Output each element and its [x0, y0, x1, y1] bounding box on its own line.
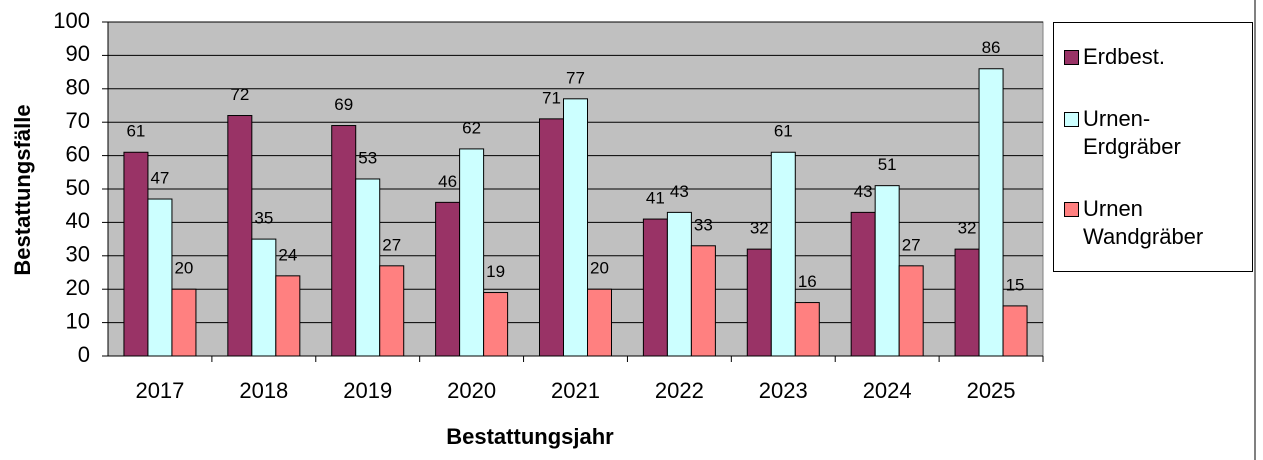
y-tick-label: 70 — [66, 108, 90, 133]
value-label: 33 — [694, 215, 713, 234]
bar — [379, 265, 405, 357]
bar — [746, 248, 772, 357]
y-tick-label: 80 — [66, 75, 90, 100]
x-tick-label: 2017 — [135, 378, 184, 403]
value-label: 19 — [486, 262, 505, 281]
bar — [690, 245, 716, 357]
value-label: 20 — [174, 259, 193, 278]
value-label: 86 — [982, 38, 1001, 57]
y-tick-label: 30 — [66, 242, 90, 267]
bar — [483, 292, 509, 357]
value-label: 51 — [878, 155, 897, 174]
legend-item: Urnen-Erdgräber — [1064, 105, 1248, 161]
bar — [642, 218, 668, 357]
bar — [954, 248, 980, 357]
value-label: 27 — [382, 235, 401, 254]
y-tick-label: 0 — [78, 342, 90, 367]
y-tick-label: 50 — [66, 175, 90, 200]
bar — [850, 211, 876, 357]
legend-item: Erdbest. — [1064, 43, 1248, 71]
value-label: 71 — [542, 88, 561, 107]
bar — [355, 178, 381, 357]
y-axis-title: Bestattungsfälle — [10, 104, 35, 275]
x-tick-label: 2020 — [447, 378, 496, 403]
value-label: 43 — [670, 182, 689, 201]
bar — [898, 265, 924, 357]
y-tick-label: 60 — [66, 141, 90, 166]
value-label: 69 — [334, 95, 353, 114]
legend-label: Urnen Wandgräber — [1083, 196, 1204, 249]
x-axis-title: Bestattungsjahr — [446, 424, 614, 449]
value-label: 61 — [774, 122, 793, 141]
y-tick-label: 100 — [53, 8, 90, 33]
value-label: 15 — [1006, 275, 1025, 294]
y-tick-label: 90 — [66, 41, 90, 66]
value-label: 16 — [798, 272, 817, 291]
bar — [251, 238, 277, 357]
legend-swatch — [1064, 202, 1079, 217]
value-label: 35 — [254, 209, 273, 228]
x-tick-label: 2018 — [239, 378, 288, 403]
bar — [171, 288, 197, 357]
x-tick-label: 2019 — [343, 378, 392, 403]
bar — [147, 198, 173, 357]
bar — [227, 115, 253, 357]
y-tick-label: 40 — [66, 208, 90, 233]
bar — [794, 302, 820, 357]
value-label: 43 — [854, 182, 873, 201]
legend-swatch — [1064, 50, 1079, 65]
value-label: 62 — [462, 118, 481, 137]
value-label: 32 — [750, 219, 769, 238]
x-tick-label: 2022 — [655, 378, 704, 403]
value-label: 61 — [126, 122, 145, 141]
bar — [770, 151, 796, 357]
value-label: 46 — [438, 172, 457, 191]
value-label: 27 — [902, 235, 921, 254]
legend-label: Urnen-Erdgräber — [1083, 106, 1181, 159]
legend-item: Urnen Wandgräber — [1064, 195, 1248, 251]
bar — [1002, 305, 1028, 357]
bar — [459, 148, 485, 357]
x-tick-label: 2024 — [863, 378, 912, 403]
value-label: 41 — [646, 189, 665, 208]
value-label: 20 — [590, 259, 609, 278]
bar — [435, 201, 461, 357]
y-tick-label: 10 — [66, 308, 90, 333]
legend-label: Erdbest. — [1083, 44, 1165, 69]
legend: Erdbest. Urnen-Erdgräber Urnen Wandgräber — [1053, 22, 1253, 272]
x-tick-label: 2021 — [551, 378, 600, 403]
bar — [331, 125, 357, 357]
value-label: 47 — [150, 169, 169, 188]
bar — [539, 118, 564, 357]
value-label: 32 — [958, 219, 977, 238]
bar — [123, 151, 149, 357]
bar — [978, 68, 1004, 357]
value-label: 24 — [278, 245, 297, 264]
bar — [275, 275, 301, 357]
value-label: 77 — [566, 68, 585, 87]
x-tick-label: 2025 — [967, 378, 1016, 403]
x-tick-label: 2023 — [759, 378, 808, 403]
bar — [874, 185, 900, 357]
bar — [587, 288, 612, 357]
value-label: 72 — [230, 85, 249, 104]
legend-swatch — [1064, 112, 1079, 127]
bar — [666, 211, 692, 357]
bar — [563, 98, 588, 357]
y-tick-label: 20 — [66, 275, 90, 300]
value-label: 53 — [358, 148, 377, 167]
